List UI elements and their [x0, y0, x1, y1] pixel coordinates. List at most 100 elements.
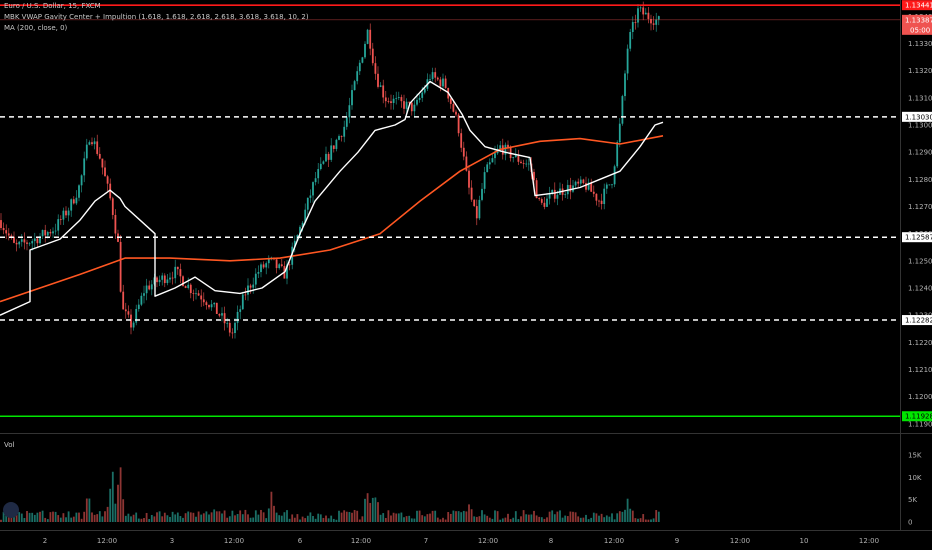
volume-bar [634, 518, 637, 522]
volume-bar [114, 503, 117, 522]
candle-body [163, 275, 166, 284]
time-tick-label: 3 [170, 537, 174, 545]
volume-bar [91, 512, 93, 522]
volume-bar [85, 498, 88, 522]
volume-bar [101, 516, 104, 522]
level-tag-text: 1.13030 [905, 113, 932, 121]
candle-body [148, 285, 151, 290]
candle-body [13, 236, 15, 243]
volume-bar [299, 519, 301, 522]
level-tag-text: 1.13441 [905, 2, 932, 10]
candle-body [62, 210, 65, 220]
candle-body [509, 147, 512, 159]
candle-body [184, 286, 187, 289]
volume-bar [387, 510, 390, 522]
volume-bar [379, 514, 382, 522]
volume-bar [215, 511, 218, 522]
candle-body [114, 214, 117, 234]
volume-bar [83, 511, 86, 522]
volume-bar [657, 511, 660, 522]
candle-body [171, 277, 174, 279]
volume-bar [553, 514, 556, 522]
candle-body [18, 241, 21, 245]
candle-body [408, 101, 411, 103]
volume-bar [564, 515, 567, 522]
candle-body [239, 309, 242, 312]
volume-bar [431, 510, 434, 522]
candle-body [475, 206, 478, 219]
volume-bar [520, 516, 522, 522]
volume-bar [119, 467, 122, 522]
volume-bar [140, 518, 143, 522]
volume-bar [280, 515, 283, 522]
candle-body [642, 7, 645, 15]
candle-body [330, 145, 333, 160]
volume-bar [39, 511, 41, 522]
volume-bar [59, 517, 62, 522]
candle-body [299, 226, 301, 236]
candle-body [403, 101, 405, 109]
volume-bar [522, 510, 525, 522]
candle-body [600, 200, 603, 205]
candle-body [247, 285, 249, 295]
volume-bar [187, 511, 190, 522]
volume-bar [301, 516, 304, 522]
volume-bar [353, 509, 356, 522]
volume-bar [228, 516, 231, 522]
time-tick-label: 12:00 [859, 537, 879, 545]
candle-body [611, 184, 613, 186]
symbol-title: Euro / U.S. Dollar, 15, FXCM [4, 2, 101, 10]
volume-bar [613, 519, 616, 522]
candle-body [574, 181, 577, 186]
candle-body [215, 302, 218, 314]
candle-body [241, 294, 244, 310]
candle-body [7, 233, 10, 236]
volume-bar [244, 509, 247, 522]
candle-body [231, 332, 234, 334]
candle-body [150, 284, 153, 290]
volume-bar [236, 514, 239, 522]
candle-body [327, 153, 330, 160]
candle-body [613, 166, 616, 185]
time-tick-label: 12:00 [730, 537, 750, 545]
candle-body [96, 141, 99, 154]
volume-bar [304, 518, 307, 522]
volume-bar [540, 517, 543, 522]
time-tick-label: 9 [675, 537, 679, 545]
volume-bar [273, 505, 275, 522]
tradingview-logo-icon[interactable] [3, 502, 19, 518]
candle-body [179, 269, 182, 277]
candle-body [26, 242, 28, 244]
volume-bar [358, 519, 361, 522]
volume-bar [348, 512, 351, 522]
volume-bar [18, 512, 21, 522]
volume-bar [231, 510, 234, 522]
volume-bar [351, 512, 353, 522]
candle-body [130, 314, 132, 328]
candle-body [88, 142, 91, 145]
candle-body [111, 198, 114, 215]
candle-body [78, 185, 80, 198]
candle-body [31, 241, 34, 244]
volume-bar [364, 498, 366, 522]
candle-body [603, 188, 606, 205]
candle-body [46, 231, 49, 236]
candle-body [65, 210, 67, 216]
time-tick-label: 8 [549, 537, 553, 545]
time-tick-label: 2 [43, 537, 47, 545]
volume-bar [171, 511, 174, 522]
candle-body [5, 230, 8, 234]
candle-body [101, 158, 104, 168]
volume-bar [421, 515, 424, 522]
candle-body [455, 111, 457, 115]
volume-bar [13, 517, 15, 522]
volume-bar [592, 512, 595, 522]
volume-bar [442, 517, 444, 522]
candle-body [457, 114, 460, 134]
volume-bar [546, 517, 548, 522]
price-tick-label: 1.12400 [908, 285, 932, 293]
volume-bar [52, 511, 54, 522]
volume-bar [434, 510, 437, 522]
volume-bar [26, 510, 28, 522]
